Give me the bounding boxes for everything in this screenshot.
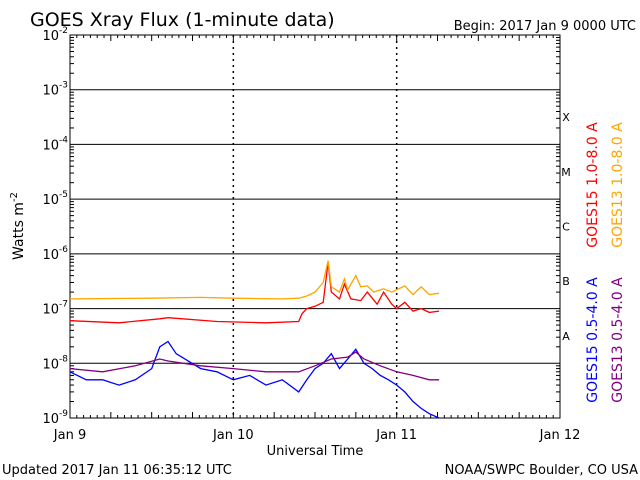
y-tick-label: 10-8 [42, 354, 68, 372]
y-tick-label: 10-2 [42, 26, 68, 44]
flare-class-labels: X M C B A [561, 111, 571, 343]
legend-entry: GOES15 0.5-4.0 A [585, 277, 601, 403]
flare-class-label: C [562, 221, 570, 234]
y-axis-label-text: Watts m [11, 202, 27, 260]
x-tick-label: Jan 10 [212, 428, 254, 443]
x-tick-labels: Jan 9 Jan 10 Jan 11 Jan 12 [53, 428, 581, 443]
x-tick-label: Jan 11 [375, 428, 417, 443]
flare-class-label: B [562, 275, 570, 288]
begin-label: Begin: 2017 Jan 9 0000 UTC [454, 19, 636, 34]
chart-title: GOES Xray Flux (1-minute data) [30, 9, 335, 31]
grid [70, 35, 560, 418]
series-lines [69, 260, 440, 419]
legend-entry: GOES15 1.0-8.0 A [585, 122, 601, 248]
series-line [69, 260, 440, 300]
y-axis-label: Watts m-2 [9, 192, 27, 260]
plot-frame [69, 34, 561, 419]
flare-class-label: M [561, 166, 571, 179]
x-tick-label: Jan 12 [539, 428, 581, 443]
flare-class-label: X [562, 111, 570, 124]
series-line [69, 351, 440, 381]
legend-entry: GOES13 1.0-8.0 A [610, 122, 626, 248]
y-tick-label: 10-7 [42, 300, 68, 318]
y-tick-label: 10-4 [42, 135, 68, 153]
y-tick-label: 10-3 [42, 81, 68, 99]
credit-text: NOAA/SWPC Boulder, CO USA [445, 463, 638, 478]
updated-timestamp: Updated 2017 Jan 11 06:35:12 UTC [2, 463, 232, 478]
x-tick-label: Jan 9 [53, 428, 86, 443]
flare-class-label: A [562, 330, 570, 343]
series-line [69, 340, 440, 419]
legend-entry: GOES13 0.5-4.0 A [610, 277, 626, 403]
series-line [69, 262, 440, 324]
legend: GOES15 1.0-8.0 A GOES13 1.0-8.0 A GOES15 0… [585, 122, 626, 403]
y-axis-label-exponent: -2 [9, 192, 20, 202]
y-tick-labels: 10-9 10-8 10-7 10-6 10-5 10-4 10-3 10-2 [42, 26, 68, 427]
x-axis-label: Universal Time [267, 444, 364, 459]
y-tick-label: 10-5 [42, 190, 68, 208]
y-tick-label: 10-9 [42, 409, 68, 427]
y-tick-label: 10-6 [42, 245, 68, 263]
